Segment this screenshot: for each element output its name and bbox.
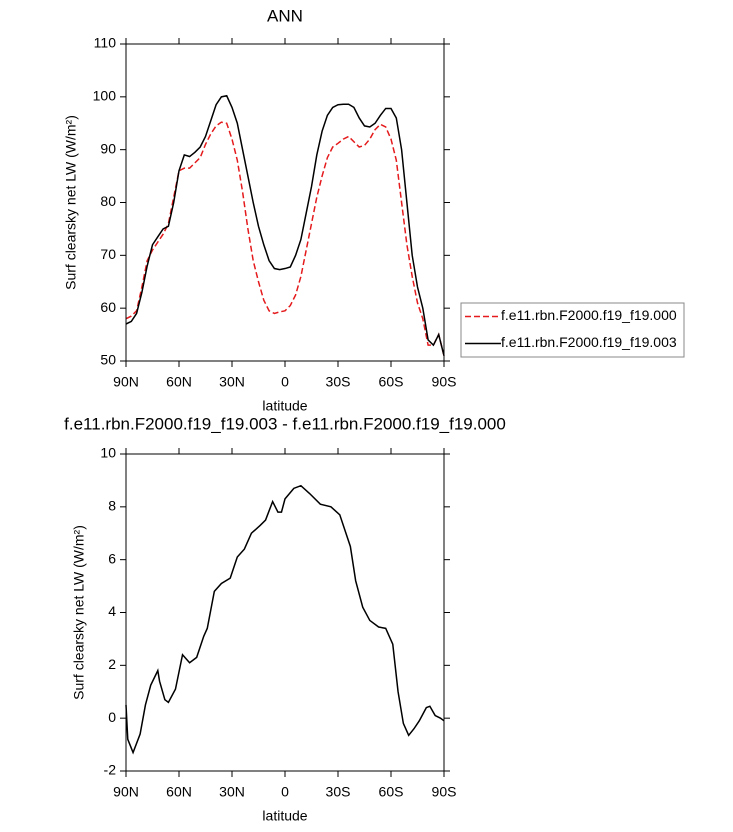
x-tick-label: 30S: [326, 784, 351, 800]
data-line: [125, 121, 445, 356]
x-axis-label: latitude: [262, 808, 307, 824]
x-tick-label: 90N: [113, 784, 139, 800]
y-tick-label: 110: [94, 35, 117, 51]
y-tick-label: 90: [100, 140, 116, 156]
y-tick-label: 50: [100, 352, 116, 368]
x-tick-label: 60S: [379, 374, 404, 390]
chart-title: f.e11.rbn.F2000.f19_f19.003 - f.e11.rbn.…: [64, 414, 506, 433]
y-axis-label: Surf clearsky net LW (W/m²): [63, 115, 79, 290]
x-tick-label: 90S: [432, 784, 457, 800]
y-tick-label: 100: [93, 88, 117, 104]
y-tick-label: 80: [100, 193, 116, 209]
x-tick-label: 30S: [326, 374, 351, 390]
legend-label: f.e11.rbn.F2000.f19_f19.003: [501, 334, 677, 350]
y-tick-label: 8: [108, 498, 116, 514]
y-tick-label: -2: [104, 762, 117, 778]
y-tick-label: 0: [108, 709, 116, 725]
legend-box: [460, 302, 685, 358]
legend-label: f.e11.rbn.F2000.f19_f19.000: [501, 307, 677, 323]
y-tick-label: 6: [108, 550, 116, 566]
x-tick-label: 60N: [166, 784, 192, 800]
y-tick-label: 2: [108, 656, 116, 672]
x-tick-label: 30N: [219, 784, 245, 800]
y-tick-label: 4: [108, 603, 116, 619]
x-tick-label: 30N: [219, 374, 245, 390]
y-axis-label: Surf clearsky net LW (W/m²): [71, 525, 87, 700]
x-tick-label: 0: [281, 784, 289, 800]
y-tick-label: 70: [100, 246, 116, 262]
plot-frame: [125, 43, 445, 362]
x-tick-label: 0: [281, 374, 289, 390]
x-tick-label: 90N: [113, 374, 139, 390]
x-tick-label: 90S: [432, 374, 457, 390]
chart-title: ANN: [267, 6, 303, 25]
y-tick-label: 60: [100, 299, 116, 315]
plot-frame: [125, 453, 445, 772]
x-tick-label: 60S: [379, 784, 404, 800]
x-tick-label: 60N: [166, 374, 192, 390]
data-line: [125, 94, 445, 356]
x-axis-label: latitude: [262, 398, 307, 414]
data-line: [125, 484, 445, 755]
y-tick-label: 10: [100, 445, 116, 461]
